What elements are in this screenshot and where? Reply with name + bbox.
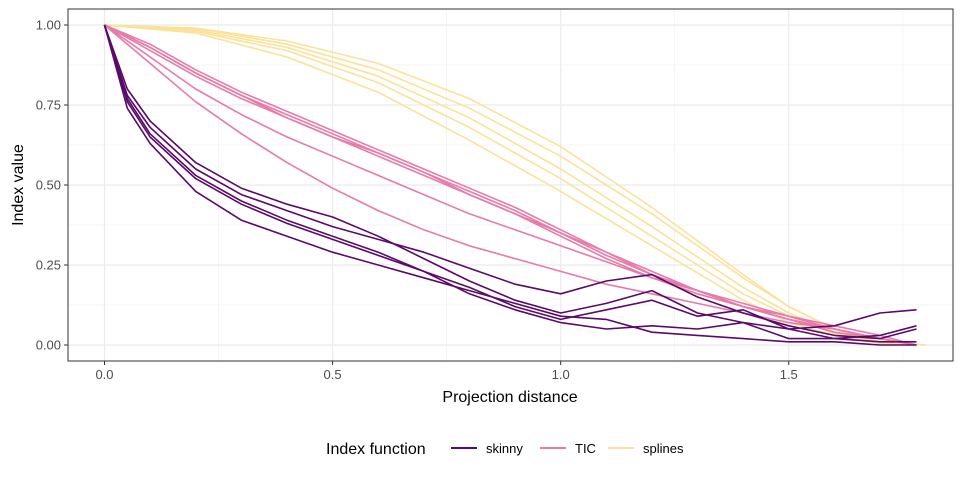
legend-label-skinny: skinny (486, 441, 523, 456)
y-axis: 0.00 0.25 0.50 0.75 1.00 (36, 18, 68, 353)
series-line-skinny-11 (103, 24, 917, 340)
series-line-tic-8 (104, 24, 917, 346)
y-tick-label: 0.25 (36, 258, 61, 273)
y-axis-title: Index value (10, 144, 27, 226)
y-tick-label: 0.75 (36, 98, 61, 113)
series-line-skinny-14 (103, 24, 917, 346)
y-tick-label: 0.00 (36, 338, 61, 353)
x-tick-label: 1.5 (780, 367, 798, 382)
legend: Index function skinny TIC splines (326, 441, 684, 458)
x-tick-label: 1.0 (552, 367, 570, 382)
grid-major (68, 9, 953, 361)
x-tick-label: 0.5 (324, 367, 342, 382)
series-line-tic-10 (104, 24, 917, 346)
series-line-tic-9 (103, 24, 917, 346)
legend-label-tic: TIC (575, 441, 596, 456)
x-axis: 0.0 0.5 1.0 1.5 (95, 361, 798, 382)
series-line-skinny-12 (103, 24, 917, 340)
y-tick-label: 1.00 (36, 18, 61, 33)
legend-label-splines: splines (643, 441, 684, 456)
series-layer (103, 24, 926, 346)
series-line-skinny-15 (103, 24, 917, 343)
y-tick-label: 0.50 (36, 178, 61, 193)
legend-title: Index function (326, 441, 426, 458)
x-axis-title: Projection distance (442, 389, 577, 406)
x-tick-label: 0.0 (95, 367, 113, 382)
